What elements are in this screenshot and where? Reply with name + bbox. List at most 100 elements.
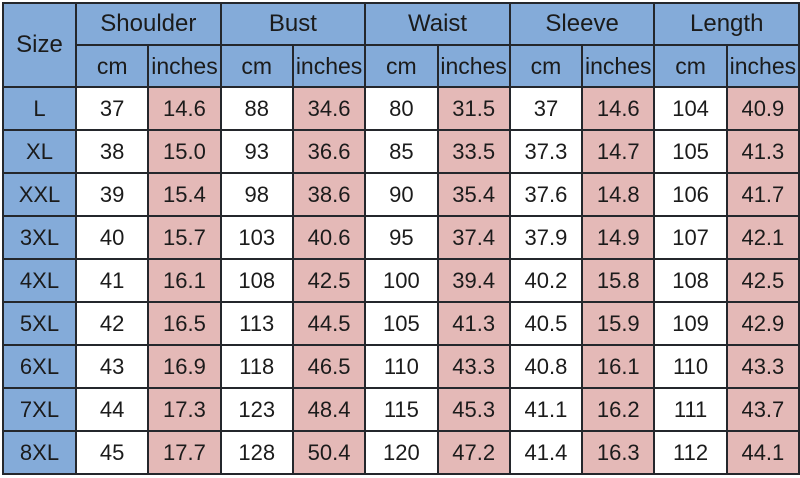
inches-value-cell: 16.3 <box>581 430 656 475</box>
inches-value-cell: 14.6 <box>581 86 656 131</box>
cm-value-cell: 111 <box>653 387 728 432</box>
inches-value-cell: 31.5 <box>436 86 511 131</box>
cm-value-cell: 104 <box>653 86 728 131</box>
cm-value-cell: 38 <box>74 129 150 174</box>
cm-value-cell: 107 <box>653 215 728 260</box>
unit-header-cm: cm <box>364 44 439 88</box>
cm-value-cell: 105 <box>653 129 728 174</box>
unit-header-inches: inches <box>725 44 800 88</box>
inches-value-cell: 16.1 <box>581 344 656 389</box>
inches-value-cell: 15.4 <box>147 172 222 217</box>
cm-value-cell: 41.1 <box>508 387 584 432</box>
size-label-cell: XXL <box>2 172 77 217</box>
unit-header-inches: inches <box>436 44 511 88</box>
table-row: XL 38 15.0 93 36.6 85 33.5 37.3 14.7 105 41.3 <box>2 129 800 174</box>
size-label-cell: 6XL <box>2 344 77 389</box>
unit-header-inches: inches <box>291 44 367 88</box>
group-header-sleeve: Sleeve <box>508 2 656 46</box>
group-header-shoulder: Shoulder <box>75 2 222 46</box>
inches-value-cell: 50.4 <box>291 430 367 475</box>
cm-value-cell: 108 <box>219 258 294 303</box>
cm-value-cell: 123 <box>219 387 294 432</box>
cm-value-cell: 40.5 <box>508 301 584 346</box>
cm-value-cell: 128 <box>219 430 294 475</box>
cm-value-cell: 109 <box>653 301 728 346</box>
size-label-cell: 7XL <box>2 387 77 432</box>
cm-value-cell: 108 <box>653 258 728 303</box>
cm-value-cell: 42 <box>74 301 150 346</box>
inches-value-cell: 41.7 <box>725 172 800 217</box>
cm-value-cell: 95 <box>364 215 439 260</box>
inches-value-cell: 37.4 <box>436 215 511 260</box>
table-row: XXL 39 15.4 98 38.6 90 35.4 37.6 14.8 106 41.7 <box>2 172 800 217</box>
cm-value-cell: 103 <box>219 215 294 260</box>
inches-value-cell: 14.7 <box>581 129 656 174</box>
unit-header-cm: cm <box>653 44 728 88</box>
cm-value-cell: 41 <box>74 258 150 303</box>
cm-value-cell: 112 <box>653 430 728 475</box>
inches-value-cell: 41.3 <box>725 129 800 174</box>
inches-value-cell: 39.4 <box>436 258 511 303</box>
cm-value-cell: 113 <box>219 301 294 346</box>
cm-value-cell: 37.3 <box>508 129 584 174</box>
inches-value-cell: 44.5 <box>291 301 367 346</box>
inches-value-cell: 16.9 <box>147 344 222 389</box>
cm-value-cell: 93 <box>219 129 294 174</box>
cm-value-cell: 118 <box>219 344 294 389</box>
table-row: 8XL 45 17.7 128 50.4 120 47.2 41.4 16.3 112 44.1 <box>2 430 800 475</box>
size-table-body: L 37 14.6 88 34.6 80 31.5 37 14.6 104 40.9 XL 38 15.0… <box>2 86 800 475</box>
table-row: 7XL 44 17.3 123 48.4 115 45.3 41.1 16.2 111 43.7 <box>2 387 800 432</box>
cm-value-cell: 85 <box>364 129 439 174</box>
size-label-cell: 3XL <box>2 215 77 260</box>
group-header-row: Size Shoulder Bust Waist Sleeve Length <box>2 2 800 88</box>
unit-header-cm: cm <box>74 44 150 88</box>
table-row: 5XL 42 16.5 113 44.5 105 41.3 40.5 15.9 109 42.9 <box>2 301 800 346</box>
cm-value-cell: 40.8 <box>508 344 584 389</box>
inches-value-cell: 17.7 <box>147 430 222 475</box>
inches-value-cell: 40.6 <box>291 215 367 260</box>
cm-value-cell: 37 <box>508 86 584 131</box>
size-label-cell: L <box>2 86 77 131</box>
inches-value-cell: 15.0 <box>147 129 222 174</box>
size-column-header: Size <box>2 2 77 88</box>
inches-value-cell: 36.6 <box>291 129 367 174</box>
inches-value-cell: 44.1 <box>725 430 800 475</box>
inches-value-cell: 48.4 <box>291 387 367 432</box>
inches-value-cell: 40.9 <box>725 86 800 131</box>
cm-value-cell: 45 <box>74 430 150 475</box>
cm-value-cell: 100 <box>364 258 439 303</box>
group-header-length: Length <box>653 2 800 46</box>
cm-value-cell: 40 <box>74 215 150 260</box>
cm-value-cell: 106 <box>653 172 728 217</box>
table-row: L 37 14.6 88 34.6 80 31.5 37 14.6 104 40.9 <box>2 86 800 131</box>
inches-value-cell: 16.2 <box>581 387 656 432</box>
cm-value-cell: 37 <box>74 86 150 131</box>
group-header-waist: Waist <box>364 2 511 46</box>
table-row: 3XL 40 15.7 103 40.6 95 37.4 37.9 14.9 107 42.1 <box>2 215 800 260</box>
inches-value-cell: 42.9 <box>725 301 800 346</box>
cm-value-cell: 44 <box>74 387 150 432</box>
inches-value-cell: 16.1 <box>147 258 222 303</box>
cm-value-cell: 37.9 <box>508 215 584 260</box>
unit-header-inches: inches <box>147 44 222 88</box>
inches-value-cell: 42.5 <box>291 258 367 303</box>
inches-value-cell: 15.9 <box>581 301 656 346</box>
unit-header-cm: cm <box>219 44 294 88</box>
size-label-cell: 5XL <box>2 301 77 346</box>
inches-value-cell: 33.5 <box>436 129 511 174</box>
inches-value-cell: 34.6 <box>291 86 367 131</box>
inches-value-cell: 15.8 <box>581 258 656 303</box>
inches-value-cell: 35.4 <box>436 172 511 217</box>
unit-header-row: cm inches cm inches cm inches cm inches … <box>3 44 800 88</box>
cm-value-cell: 98 <box>219 172 294 217</box>
inches-value-cell: 45.3 <box>436 387 511 432</box>
cm-value-cell: 41.4 <box>508 430 584 475</box>
inches-value-cell: 43.3 <box>725 344 800 389</box>
cm-value-cell: 40.2 <box>508 258 584 303</box>
inches-value-cell: 15.7 <box>147 215 222 260</box>
size-label-cell: XL <box>2 129 77 174</box>
inches-value-cell: 43.3 <box>436 344 511 389</box>
cm-value-cell: 80 <box>364 86 439 131</box>
